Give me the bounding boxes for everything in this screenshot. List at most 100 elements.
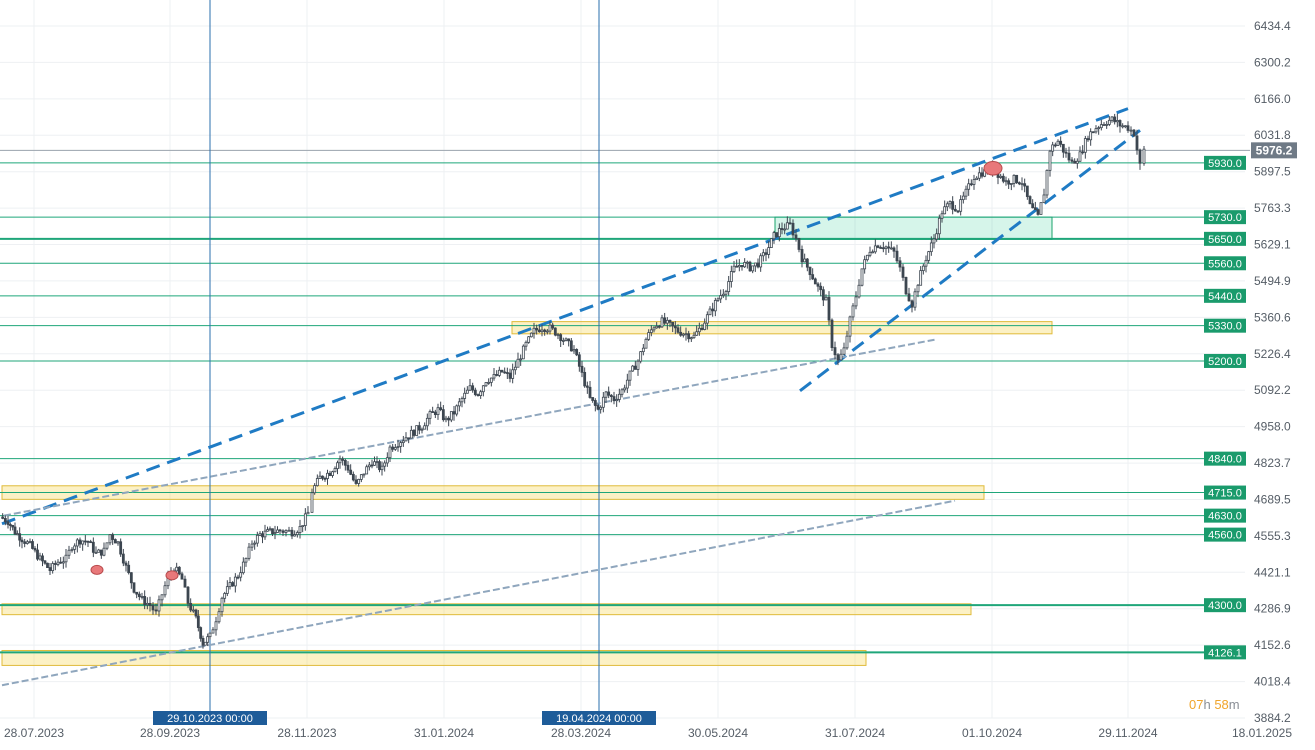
candle-body [1042, 194, 1046, 204]
timer-m-unit: m [1228, 697, 1240, 712]
candle-body [561, 340, 565, 342]
y-axis-tick-label: 5360.6 [1254, 310, 1291, 324]
candle-body [863, 259, 867, 270]
price-level-badge [1204, 256, 1246, 271]
candle-body [497, 369, 501, 376]
price-level-badge [1204, 508, 1246, 523]
candle-body [508, 372, 512, 379]
candle-body [129, 572, 133, 584]
candle-body [593, 400, 597, 406]
x-axis-tick-label: 30.05.2024 [688, 726, 748, 740]
candle-body [895, 250, 899, 262]
candle-body [639, 351, 643, 362]
support-resistance-zone [511, 321, 1053, 335]
y-axis-tick-label: 4018.4 [1254, 675, 1291, 689]
candle-body [649, 329, 653, 333]
candle-body [583, 371, 587, 387]
candle-body [1015, 174, 1019, 184]
candle-body [797, 238, 801, 250]
candle-body [737, 265, 741, 268]
candle-body [532, 327, 536, 334]
candle-body [1007, 180, 1011, 185]
candle-body [223, 593, 227, 599]
candle-body [487, 381, 491, 384]
candle-body [315, 478, 319, 487]
candle-body [231, 582, 235, 587]
candle-body [189, 602, 193, 611]
candle-body [367, 464, 371, 468]
candle-body [401, 440, 405, 444]
candle-body [383, 462, 387, 467]
candle-body [813, 278, 817, 285]
candle-body [824, 296, 828, 301]
candle-body [428, 411, 432, 419]
candle-body [336, 462, 339, 469]
candle-body [1048, 150, 1052, 171]
candle-body [1102, 124, 1106, 126]
candle-body [157, 599, 161, 612]
candle-body [848, 316, 852, 337]
candle-body [357, 478, 361, 484]
vertical-marker-label: 29.10.2023 00:00 [167, 713, 253, 725]
candle-body [298, 526, 302, 533]
candle-body [1075, 160, 1079, 164]
candle-body [160, 594, 164, 601]
candle-body [845, 335, 849, 349]
y-axis-tick-label: 5763.3 [1254, 201, 1291, 215]
candle-body [23, 541, 27, 544]
candle-body [417, 425, 421, 431]
candle-body [937, 217, 941, 235]
candle-body [919, 270, 923, 286]
candle-body [556, 334, 560, 337]
candle-body [61, 561, 65, 564]
candle-body [641, 347, 645, 353]
candle-body [127, 564, 131, 574]
candle-body [301, 525, 305, 527]
candle-body [871, 251, 875, 254]
candle-body [1107, 119, 1111, 125]
candle-body [473, 389, 477, 395]
candle-body [788, 222, 792, 225]
event-marker-dot [90, 564, 104, 575]
candle-body [241, 561, 245, 574]
candle-body [359, 474, 363, 480]
candle-body [489, 377, 493, 383]
y-axis-tick-label: 4286.9 [1254, 602, 1291, 616]
candle-body [811, 274, 815, 280]
y-axis-tick-label: 5494.9 [1254, 274, 1291, 288]
candle-body [43, 560, 47, 564]
candle-body [140, 596, 144, 598]
candle-body [851, 305, 855, 318]
candle-body [521, 345, 525, 360]
candle-body [873, 245, 877, 253]
candle-body [553, 327, 557, 336]
candle-body [599, 406, 603, 410]
candle-body [775, 232, 779, 238]
candle-body [791, 222, 795, 236]
candle-body [759, 255, 763, 268]
candle-body [396, 446, 400, 448]
candle-body [884, 246, 888, 250]
candle-body [529, 332, 533, 338]
y-axis-tick-label: 3884.2 [1254, 711, 1291, 725]
x-axis-tick-label: 28.07.2023 [4, 726, 64, 740]
candle-body [211, 629, 215, 634]
candle-body [604, 391, 608, 398]
candle-body [969, 183, 973, 186]
candle-body [51, 563, 55, 572]
current-price-badge [1251, 142, 1297, 159]
y-axis-tick-label: 4689.5 [1254, 492, 1291, 506]
candle-body [559, 334, 563, 341]
candle-body [306, 511, 310, 515]
candle-body [700, 327, 704, 330]
candle-body [1089, 131, 1093, 141]
candle-body [591, 397, 595, 401]
price-level-label: 4300.0 [1208, 600, 1242, 612]
candle-body [697, 327, 701, 333]
candle-body [569, 340, 573, 352]
candle-body [73, 545, 77, 550]
candle-body [904, 276, 908, 295]
candle-body [431, 411, 435, 413]
candle-body [689, 337, 693, 340]
